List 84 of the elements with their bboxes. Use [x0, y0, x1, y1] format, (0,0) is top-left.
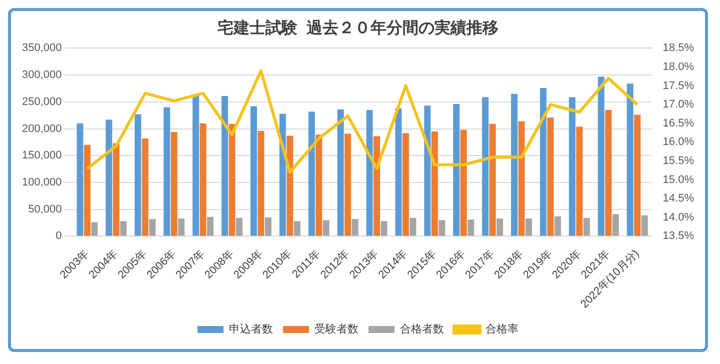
bar: [554, 216, 561, 236]
bar: [178, 218, 185, 236]
bar: [634, 114, 641, 236]
bar: [112, 143, 120, 236]
bar: [410, 218, 416, 236]
bar: [316, 134, 322, 236]
bar: [192, 96, 200, 236]
y2-tick-label: 14.0%: [662, 211, 694, 224]
bar: [605, 110, 612, 236]
bar: [308, 112, 315, 236]
bar: [250, 106, 257, 236]
y-tick-label: 100,000: [22, 176, 62, 189]
bar: [547, 117, 554, 236]
bar: [540, 88, 546, 236]
bar: [468, 220, 474, 236]
legend-label: 合格率: [486, 322, 518, 336]
y2-tick-label: 15.0%: [662, 174, 694, 186]
bar: [228, 124, 236, 236]
bar: [236, 218, 242, 236]
bar: [374, 136, 380, 236]
bar: [142, 138, 148, 236]
y-tick-label: 300,000: [22, 69, 62, 82]
bar: [170, 132, 178, 236]
y2-tick-label: 17.5%: [662, 80, 694, 92]
y-tick-label: 250,000: [22, 96, 62, 108]
bar: [576, 126, 583, 236]
bar: [526, 218, 532, 236]
bar: [279, 114, 286, 236]
bar: [612, 214, 619, 236]
bar: [438, 220, 446, 236]
bar: [134, 114, 142, 236]
y2-tick-label: 14.5%: [662, 192, 694, 205]
bar: [431, 131, 438, 236]
bar: [76, 123, 84, 236]
bar: [626, 84, 634, 236]
y-tick-label: 0: [56, 230, 62, 242]
chart-title: 宅建士試験 過去２０年分間の実績推移: [218, 18, 498, 38]
bar: [380, 221, 388, 236]
bar: [344, 134, 352, 236]
bar: [366, 110, 373, 236]
bar: [460, 130, 467, 236]
bar: [568, 97, 576, 236]
y2-tick-label: 16.0%: [662, 136, 694, 148]
bar: [453, 104, 460, 236]
bar: [395, 108, 402, 236]
bar: [511, 94, 518, 236]
bar: [352, 219, 358, 236]
bar: [106, 120, 112, 236]
bar: [294, 221, 300, 236]
bar: [402, 133, 409, 236]
y2-tick-label: 13.5%: [662, 230, 694, 242]
bar: [583, 218, 590, 236]
bar: [222, 96, 228, 236]
bar: [322, 220, 330, 236]
y2-tick-label: 15.5%: [662, 155, 694, 168]
bar: [84, 144, 90, 236]
bar: [258, 130, 264, 236]
y2-tick-label: 17.0%: [662, 98, 694, 111]
bar: [91, 222, 98, 236]
bar: [207, 216, 214, 236]
bar: [120, 221, 127, 236]
y2-tick-label: 18.0%: [662, 61, 694, 74]
legend-label: 申込者数: [229, 322, 273, 336]
bar: [164, 107, 170, 236]
y-tick-label: 200,000: [22, 122, 62, 135]
bar: [641, 215, 648, 236]
legend-label: 受験者数: [314, 322, 358, 336]
y2-tick-label: 16.5%: [662, 117, 694, 130]
bar: [489, 124, 496, 236]
bar: [149, 219, 156, 236]
y-tick-label: 50,000: [28, 203, 62, 216]
bar: [482, 97, 489, 236]
bar: [200, 123, 206, 236]
y2-tick-label: 18.5%: [662, 42, 694, 54]
bar: [496, 218, 504, 236]
bar: [598, 76, 604, 236]
y-tick-label: 150,000: [22, 150, 62, 162]
legend-label: 合格者数: [400, 322, 444, 336]
bar: [424, 106, 431, 236]
bar: [518, 121, 525, 236]
y-tick-label: 350,000: [22, 42, 62, 54]
bar: [337, 109, 344, 236]
bar: [286, 136, 294, 236]
bar: [264, 217, 272, 236]
